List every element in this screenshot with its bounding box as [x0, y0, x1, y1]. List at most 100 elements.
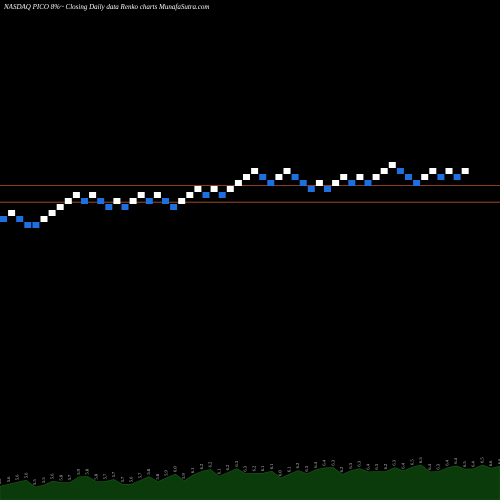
- volume-label: 5.6: [23, 472, 28, 478]
- up-brick: [8, 210, 16, 216]
- volume-label: 6.5: [409, 459, 414, 465]
- volume-label: 5.5: [32, 479, 37, 485]
- up-brick: [178, 198, 186, 204]
- up-brick: [332, 180, 340, 186]
- up-brick: [226, 186, 234, 192]
- down-brick: [453, 174, 461, 180]
- volume-label: 5.7: [67, 474, 72, 480]
- volume-label: 5.6: [129, 476, 134, 482]
- up-brick: [388, 162, 396, 168]
- volume-label: 6.2: [295, 463, 300, 469]
- down-brick: [396, 168, 404, 174]
- volume-label: 5.7: [137, 472, 142, 478]
- up-brick: [380, 168, 388, 174]
- down-brick: [291, 174, 299, 180]
- volume-panel: 5.6 5.6 5.6 5.65.5 5.55.6 5.8 5.75.9 5.85.8 5.7 5…: [0, 457, 500, 500]
- down-brick: [170, 204, 178, 210]
- down-brick: [218, 192, 226, 198]
- volume-label: 5.7: [102, 473, 107, 479]
- volume-label: 6.3: [436, 463, 441, 469]
- chart-title: NASDAQ PICO 8%~ Closing Daily data Renko…: [3, 3, 209, 11]
- volume-label: 5.7: [111, 471, 116, 477]
- volume-label: 6.2: [199, 464, 204, 470]
- up-brick: [429, 168, 437, 174]
- up-brick: [40, 216, 48, 222]
- up-brick: [461, 168, 469, 174]
- volume-label: 5.6: [15, 474, 20, 480]
- down-brick: [24, 222, 32, 228]
- up-brick: [89, 192, 97, 198]
- down-brick: [413, 180, 421, 186]
- volume-label: 6.4: [313, 461, 318, 467]
- volume-label: 6.3: [234, 460, 239, 466]
- volume-label: 5.8: [85, 468, 90, 474]
- volume-label: 5.6: [50, 473, 55, 479]
- volume-label: 6.1: [260, 466, 265, 472]
- volume-label: 6.3: [392, 459, 397, 465]
- volume-label: 5.8: [94, 473, 99, 479]
- volume-label: 6.1: [216, 469, 221, 475]
- volume-label: 6.4: [365, 463, 370, 469]
- down-brick: [97, 198, 105, 204]
- volume-label: 6.1: [190, 468, 195, 474]
- renko-bricks: [0, 162, 469, 228]
- volume-label: 6.5: [462, 461, 467, 467]
- down-brick: [324, 186, 331, 192]
- volume-label: 5.6: [0, 478, 2, 484]
- down-brick: [348, 180, 356, 186]
- down-brick: [437, 174, 445, 180]
- volume-label: 5.5: [41, 477, 46, 483]
- up-brick: [137, 192, 145, 198]
- volume-label: 6.1: [269, 464, 274, 470]
- down-brick: [0, 216, 7, 222]
- up-brick: [64, 198, 72, 204]
- volume-label: 6.4: [322, 459, 327, 465]
- up-brick: [356, 174, 364, 180]
- volume-label: 6.4: [471, 460, 476, 466]
- down-brick: [121, 204, 129, 210]
- volume-label: 6.4: [444, 459, 449, 465]
- up-brick: [283, 168, 291, 174]
- down-brick: [202, 192, 210, 198]
- volume-label: 6.3: [243, 465, 248, 471]
- volume-label: 5.7: [120, 476, 125, 482]
- up-brick: [210, 186, 218, 192]
- volume-label: 6.5: [418, 457, 423, 463]
- down-brick: [16, 216, 24, 222]
- volume-label: 6.5: [480, 457, 485, 463]
- volume-label: 6.3: [348, 462, 353, 468]
- down-brick: [267, 180, 275, 186]
- down-brick: [405, 174, 412, 180]
- volume-label: 5.9: [181, 472, 186, 478]
- volume-label: 6.1: [287, 467, 292, 473]
- down-brick: [364, 180, 372, 186]
- down-brick: [299, 180, 307, 186]
- down-brick: [259, 174, 267, 180]
- up-brick: [194, 186, 202, 192]
- up-brick: [243, 174, 250, 180]
- up-brick: [56, 204, 64, 210]
- up-brick: [153, 192, 161, 198]
- volume-area: [0, 464, 500, 500]
- up-brick: [72, 192, 80, 198]
- up-brick: [275, 174, 283, 180]
- volume-label: 6.2: [383, 464, 388, 470]
- volume-label: 6.0: [278, 470, 283, 476]
- down-brick: [145, 198, 153, 204]
- volume-label: 5.8: [146, 468, 151, 474]
- volume-label: 6.4: [427, 463, 432, 469]
- up-brick: [251, 168, 259, 174]
- volume-label: 6.2: [339, 467, 344, 473]
- volume-label: 5.8: [58, 474, 63, 480]
- down-brick: [32, 222, 40, 228]
- down-brick: [162, 198, 169, 204]
- down-brick: [307, 186, 315, 192]
- volume-label: 6.0: [172, 466, 177, 472]
- up-brick: [48, 210, 56, 216]
- volume-label: 6.2: [225, 465, 230, 471]
- volume-label: 5.9: [76, 468, 81, 474]
- volume-label: 6.6: [488, 460, 493, 466]
- up-brick: [315, 180, 323, 186]
